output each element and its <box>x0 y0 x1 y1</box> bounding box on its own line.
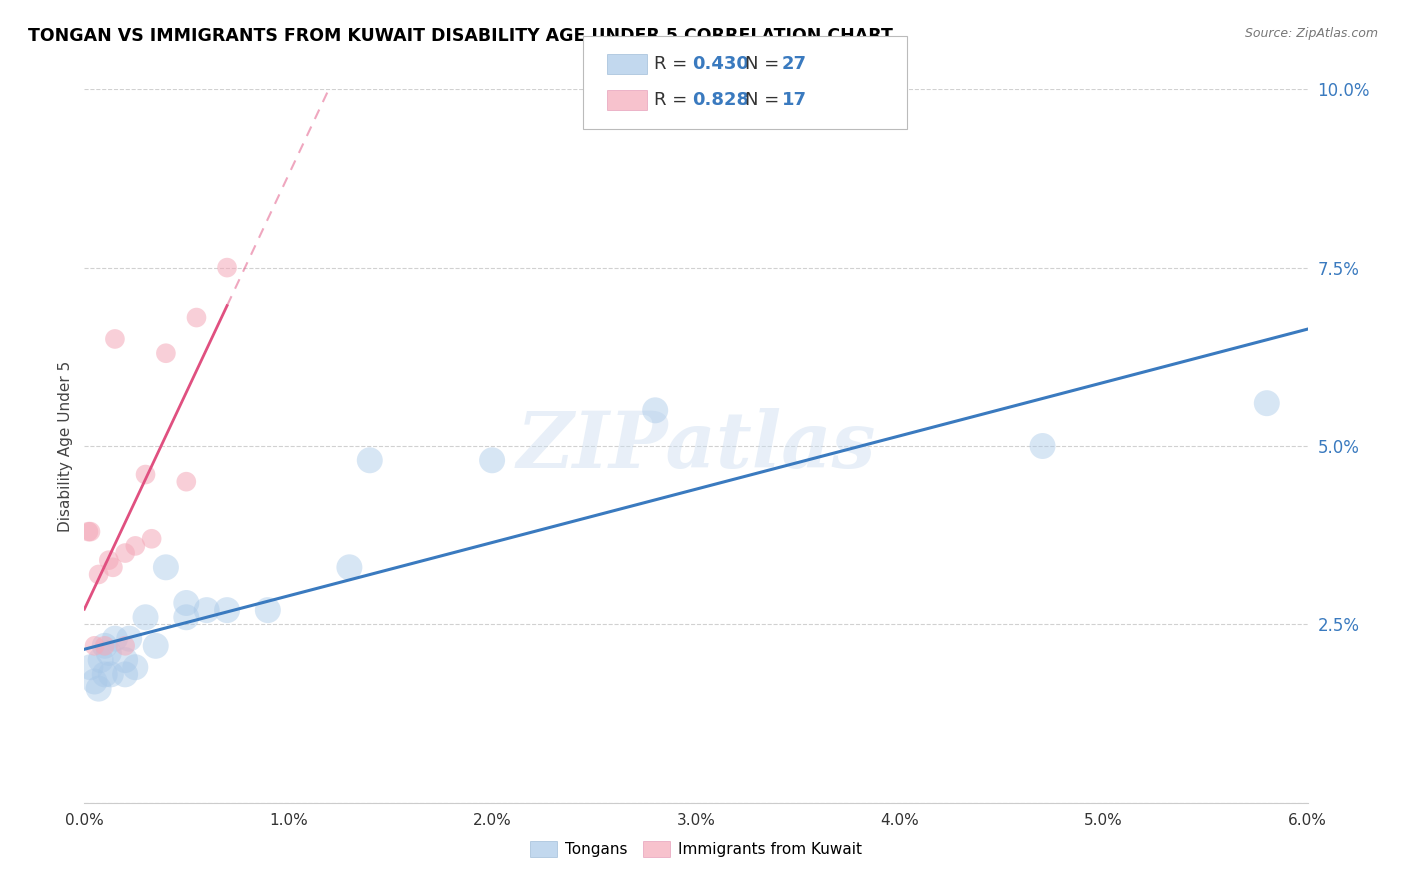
Point <box>100 667 122 681</box>
Text: 0.430: 0.430 <box>692 55 748 73</box>
Point <box>118 632 141 646</box>
Y-axis label: Disability Age Under 5: Disability Age Under 5 <box>58 360 73 532</box>
Point <box>104 332 127 346</box>
Point <box>135 467 157 482</box>
Point <box>481 453 503 467</box>
Point <box>101 560 124 574</box>
Point <box>93 639 117 653</box>
Point <box>145 639 167 653</box>
Point <box>1256 396 1278 410</box>
Point <box>114 653 136 667</box>
Point <box>90 653 112 667</box>
Point <box>79 660 101 674</box>
Text: TONGAN VS IMMIGRANTS FROM KUWAIT DISABILITY AGE UNDER 5 CORRELATION CHART: TONGAN VS IMMIGRANTS FROM KUWAIT DISABIL… <box>28 27 893 45</box>
Point <box>97 646 120 660</box>
Point <box>83 639 105 653</box>
Text: ZIPatlas: ZIPatlas <box>516 408 876 484</box>
Point <box>135 610 157 624</box>
Point <box>114 639 136 653</box>
Text: R =: R = <box>654 55 693 73</box>
Point <box>155 560 177 574</box>
Point <box>257 603 280 617</box>
Text: N =: N = <box>745 91 785 109</box>
Point <box>93 667 117 681</box>
Point <box>141 532 163 546</box>
Point <box>359 453 381 467</box>
Point <box>114 546 136 560</box>
Text: 0.828: 0.828 <box>692 91 749 109</box>
Point <box>155 346 177 360</box>
Point <box>77 524 100 539</box>
Point <box>97 553 120 567</box>
Point <box>83 674 105 689</box>
Text: 17: 17 <box>782 91 807 109</box>
Point <box>124 539 146 553</box>
Point <box>176 610 198 624</box>
Point <box>176 475 198 489</box>
Point <box>79 524 101 539</box>
Legend: Tongans, Immigrants from Kuwait: Tongans, Immigrants from Kuwait <box>524 835 868 863</box>
Text: 27: 27 <box>782 55 807 73</box>
Text: R =: R = <box>654 91 693 109</box>
Point <box>87 681 110 696</box>
Point <box>644 403 666 417</box>
Point <box>217 260 239 275</box>
Point <box>217 603 239 617</box>
Point <box>176 596 198 610</box>
Text: N =: N = <box>745 55 785 73</box>
Point <box>186 310 208 325</box>
Point <box>104 632 127 646</box>
Point <box>339 560 361 574</box>
Text: Source: ZipAtlas.com: Source: ZipAtlas.com <box>1244 27 1378 40</box>
Point <box>195 603 218 617</box>
Point <box>1032 439 1054 453</box>
Point <box>93 639 117 653</box>
Point <box>114 667 136 681</box>
Point <box>124 660 146 674</box>
Point <box>87 567 110 582</box>
